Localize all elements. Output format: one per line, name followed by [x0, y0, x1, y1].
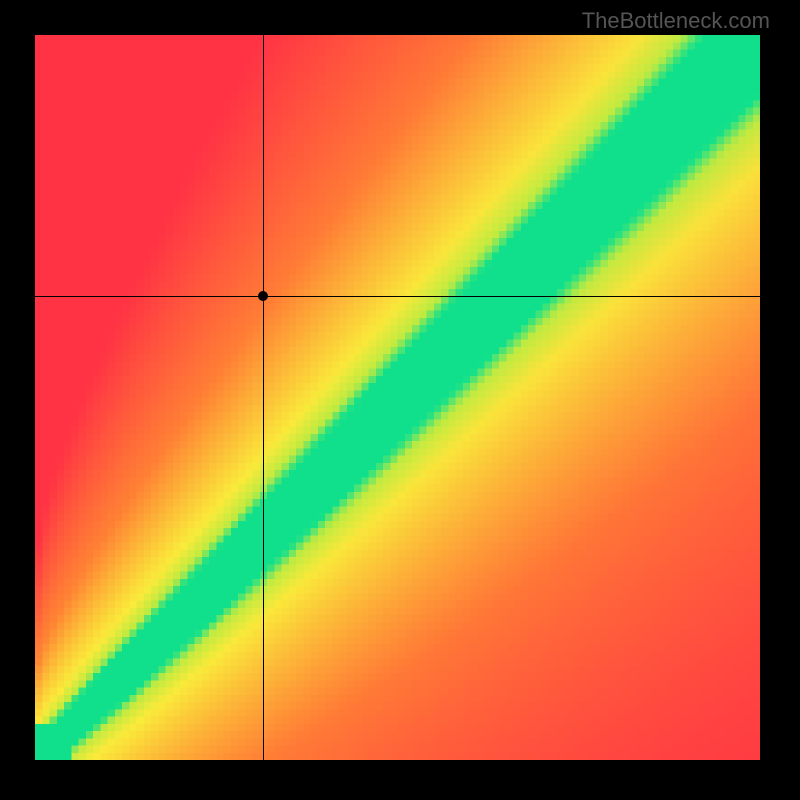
crosshair-point: [258, 291, 268, 301]
watermark-text: TheBottleneck.com: [582, 8, 770, 34]
heatmap-chart: [35, 35, 760, 760]
crosshair-vertical: [263, 35, 264, 760]
crosshair-horizontal: [35, 296, 760, 297]
chart-container: TheBottleneck.com: [0, 0, 800, 800]
heatmap-canvas: [35, 35, 760, 760]
